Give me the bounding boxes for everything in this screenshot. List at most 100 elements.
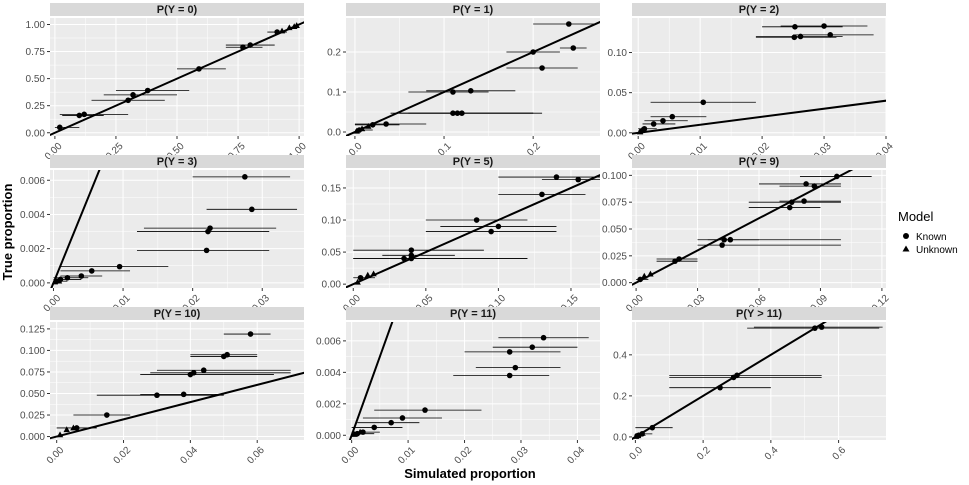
- data-point-known: [388, 419, 394, 426]
- facet-strip: [346, 307, 600, 320]
- data-point-known: [242, 174, 248, 180]
- reference-line: [632, 170, 854, 286]
- data-point-unknown: [638, 126, 646, 133]
- x-axis-title: Simulated proportion: [404, 466, 536, 481]
- reference-line: [346, 174, 600, 288]
- x-tick-label: 0.02: [453, 445, 475, 467]
- panel-data: [632, 23, 886, 135]
- panel-data: [50, 170, 298, 288]
- x-tick-label: 0.04: [566, 445, 588, 467]
- data-point-known: [812, 325, 818, 331]
- panel-background: [50, 322, 304, 440]
- legend-unknown-label: Unknown: [916, 245, 958, 256]
- y-tick-label: 0.000: [20, 432, 45, 443]
- reference-line: [632, 99, 886, 135]
- reference-line: [50, 21, 304, 136]
- data-point-known: [727, 236, 734, 243]
- data-point-known: [357, 274, 364, 281]
- data-point-known: [56, 124, 63, 131]
- panel-data: [348, 322, 589, 440]
- legend-known-key: [903, 233, 909, 239]
- y-tick-label: 0.075: [602, 198, 627, 209]
- y-tick-label: 0.4: [613, 350, 627, 361]
- y-tick-label: 0.00: [26, 128, 46, 139]
- x-tick-label: 0.4: [763, 445, 781, 463]
- data-point-known: [649, 424, 656, 431]
- facet-panel: P(Y = 5)0.00 0.05 0.10 0.150.000.050.100.15: [322, 155, 600, 314]
- y-tick-label: 0.125: [20, 324, 45, 335]
- x-tick-label: 0.6: [831, 445, 849, 463]
- data-point-unknown: [634, 432, 642, 439]
- data-point-known: [834, 173, 840, 180]
- y-axis-title: True proportion: [0, 184, 15, 281]
- facet-title: P(Y = 2): [739, 4, 780, 16]
- y-tick-label: 0.05: [322, 248, 342, 259]
- data-point-known: [553, 174, 560, 180]
- data-point-known: [249, 206, 255, 213]
- data-point-known: [506, 349, 513, 355]
- y-tick-label: 0.75: [26, 47, 46, 58]
- data-point-known: [660, 117, 666, 124]
- x-tick-label: 0.00: [340, 445, 362, 467]
- panel-background: [632, 322, 886, 440]
- facet-panel: P(Y = 0)0.00 0.25 0.50 0.75 1.000.000.250.50…: [26, 3, 309, 162]
- facet-strip: [50, 155, 304, 168]
- facet-strip: [50, 3, 304, 16]
- data-point-known: [78, 273, 85, 279]
- data-point-known: [539, 191, 545, 198]
- x-tick-label: 0.02: [112, 445, 134, 467]
- data-point-known: [529, 344, 536, 350]
- data-point-known: [81, 111, 87, 118]
- data-point-known: [180, 391, 187, 398]
- data-point-known: [240, 44, 246, 51]
- facet-title: P(Y = 9): [739, 156, 780, 168]
- facet-title: P(Y > 11): [736, 308, 782, 320]
- data-point-unknown: [286, 24, 293, 31]
- facet-strip: [632, 155, 886, 168]
- y-tick-label: 0.000: [602, 278, 627, 289]
- facet-strip: [632, 3, 886, 16]
- data-point-known: [116, 263, 123, 270]
- x-tick-label: 0.2: [695, 445, 713, 463]
- data-point-known: [566, 21, 572, 27]
- data-point-known: [408, 247, 415, 253]
- x-tick-label: 0.06: [245, 445, 267, 467]
- facet-strip: [346, 3, 600, 16]
- facet-panel: P(Y = 9)0.00 0.03 0.06 0.09 0.120.0000.0250.…: [602, 155, 892, 314]
- data-point-unknown: [55, 277, 63, 284]
- x-tick-label: 0.00: [45, 445, 67, 467]
- y-tick-label: 0.1: [327, 88, 341, 99]
- data-point-known: [827, 32, 834, 38]
- data-point-unknown: [56, 431, 64, 438]
- data-point-known: [88, 268, 95, 274]
- data-point-known: [719, 242, 725, 248]
- y-tick-label: 0.100: [20, 346, 45, 357]
- data-point-known: [473, 217, 480, 223]
- data-point-known: [247, 331, 254, 337]
- y-tick-label: 0.10: [322, 216, 342, 227]
- x-tick-label: 0.04: [178, 445, 200, 467]
- data-point-known: [821, 23, 827, 29]
- data-point-known: [371, 424, 378, 431]
- data-point-known: [488, 228, 494, 235]
- data-point-unknown: [358, 125, 366, 132]
- data-point-known: [495, 223, 502, 230]
- data-point-known: [575, 176, 582, 183]
- reference-line: [348, 322, 394, 440]
- data-point-unknown: [370, 270, 377, 277]
- panel-data: [50, 21, 304, 136]
- x-tick-label: 0.03: [509, 445, 531, 467]
- facet-title: P(Y = 5): [453, 156, 494, 168]
- facet-panel: P(Y = 2)0.00 0.01 0.02 0.03 0.040.000.050.10: [608, 3, 896, 162]
- facet-panel: P(Y = 11) 0.00 0.01 0.02 0.03 0.04 0.000 0.002 0…: [316, 307, 600, 467]
- data-point-unknown: [354, 278, 361, 285]
- y-tick-label: 0.004: [316, 368, 341, 379]
- data-point-known: [530, 49, 536, 55]
- facet-strip: [632, 307, 886, 320]
- data-point-known: [467, 88, 474, 94]
- data-point-known: [196, 66, 202, 72]
- y-tick-label: 0.025: [602, 251, 627, 262]
- data-point-known: [792, 24, 798, 30]
- panel-data: [632, 322, 883, 440]
- y-tick-label: 0.000: [316, 431, 341, 442]
